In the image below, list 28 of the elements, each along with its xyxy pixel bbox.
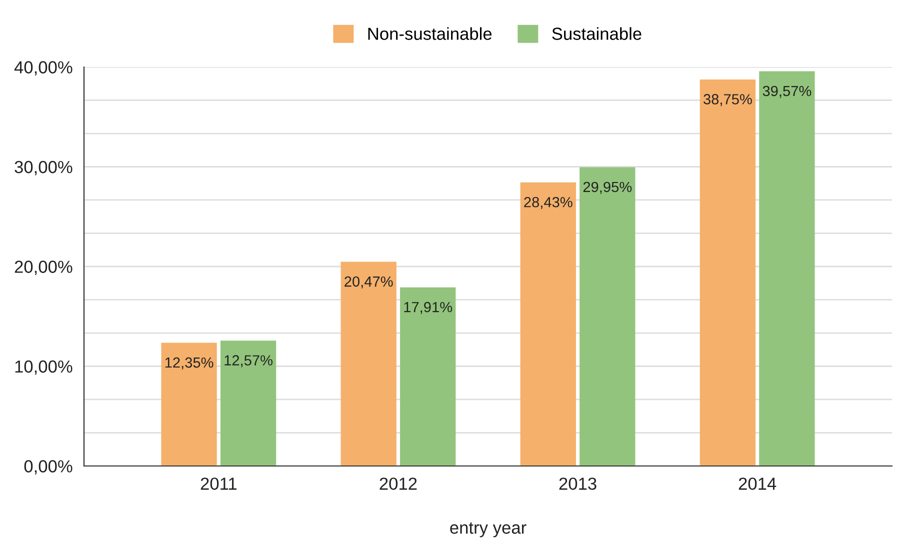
legend-label: Non-sustainable [368,27,492,40]
data-label: 28,43% [524,196,572,210]
y-tick-label: 10,00% [15,360,72,375]
data-label: 38,75% [704,94,752,106]
data-label: 39,57% [762,86,812,98]
data-label: 17,91% [404,302,452,314]
bar [220,340,276,466]
legend-label: Sustainable [552,27,642,40]
data-label: 20,47% [344,276,393,288]
data-label: 12,57% [224,355,273,368]
x-tick-label: 2012 [380,478,417,490]
data-label: 12,35% [165,357,214,370]
bar [520,182,576,466]
x-tick-label: 2011 [200,478,236,490]
y-tick-label: 20,00% [14,260,72,276]
y-tick-label: 0,00% [24,460,72,475]
x-tick-label: 2014 [738,478,776,490]
data-label: 29,95% [583,182,632,194]
bar [340,262,396,466]
bar [580,167,636,466]
x-axis-title: entry year [450,522,526,538]
bar [759,71,815,466]
x-tick-label: 2013 [559,478,596,490]
bar [400,287,456,466]
y-tick-label: 40,00% [14,61,72,76]
bar [161,342,217,466]
y-tick-label: 30,00% [14,160,72,176]
bar [700,79,756,466]
